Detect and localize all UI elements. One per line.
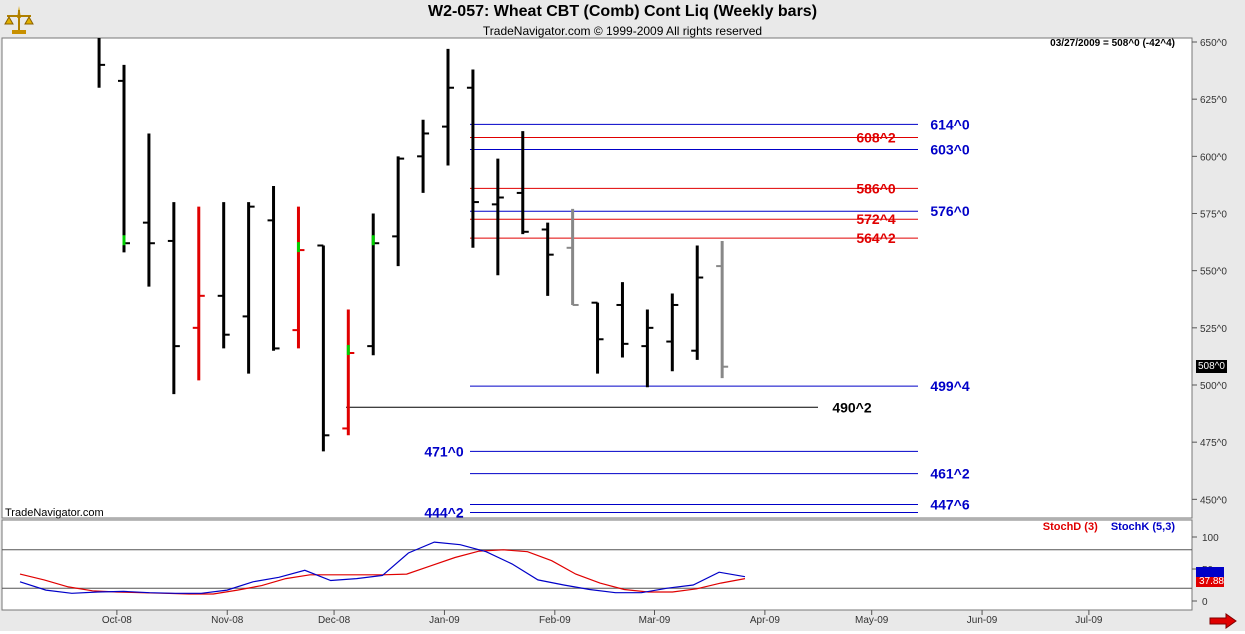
stoch-y-tick-label: 100 xyxy=(1202,533,1219,544)
y-tick-label: 550^0 xyxy=(1200,267,1227,278)
scroll-right-arrow-icon[interactable] xyxy=(1208,613,1238,634)
stochk-value xyxy=(1196,567,1224,577)
stoch-pane xyxy=(1,519,1193,611)
x-tick-label: Jan-09 xyxy=(429,615,460,626)
level-label: 586^0 xyxy=(856,180,896,196)
x-tick-label: Nov-08 xyxy=(211,615,244,626)
level-label: 444^2 xyxy=(424,504,464,520)
legend-stochk: StochK (5,3) xyxy=(1110,521,1175,533)
level-label: 499^4 xyxy=(930,378,970,394)
stoch-line-k xyxy=(19,541,746,594)
last-price-label: 508^0 xyxy=(1196,360,1227,373)
y-tick-label: 600^0 xyxy=(1200,152,1227,163)
level-label: 471^0 xyxy=(424,443,464,459)
y-tick-label: 475^0 xyxy=(1200,438,1227,449)
y-tick-label: 625^0 xyxy=(1200,95,1227,106)
x-tick-label: Jun-09 xyxy=(967,615,998,626)
x-tick-label: Oct-08 xyxy=(102,615,132,626)
level-label: 572^4 xyxy=(856,211,896,227)
price-pane xyxy=(1,37,1193,519)
level-label: 614^0 xyxy=(930,116,970,132)
chart-subtitle: TradeNavigator.com © 1999-2009 All right… xyxy=(482,24,763,38)
y-tick-label: 500^0 xyxy=(1200,381,1227,392)
x-tick-label: Dec-08 xyxy=(318,615,351,626)
level-label: 447^6 xyxy=(930,496,970,512)
stoch-legend: StochD (3) StochK (5,3) xyxy=(1043,521,1175,533)
level-label: 564^2 xyxy=(856,230,896,246)
level-label: 608^2 xyxy=(856,129,896,145)
stoch-value-box: 37.88 xyxy=(1196,567,1224,587)
stoch-y-tick-label: 0 xyxy=(1202,597,1208,608)
chart-title: W2-057: Wheat CBT (Comb) Cont Liq (Weekl… xyxy=(427,3,818,20)
scale-logo-icon xyxy=(4,4,34,36)
y-tick-label: 650^0 xyxy=(1200,38,1227,49)
price-readout: 03/27/2009 = 508^0 (-42^4) xyxy=(1050,38,1175,49)
level-label: 461^2 xyxy=(930,466,970,482)
x-tick-label: Apr-09 xyxy=(750,615,780,626)
y-tick-label: 450^0 xyxy=(1200,495,1227,506)
x-tick-label: May-09 xyxy=(855,615,889,626)
x-tick-label: Feb-09 xyxy=(539,615,571,626)
y-tick-label: 575^0 xyxy=(1200,210,1227,221)
x-tick-label: Jul-09 xyxy=(1075,615,1103,626)
level-label: 490^2 xyxy=(832,399,872,415)
x-tick-label: Mar-09 xyxy=(639,615,671,626)
legend-stochd: StochD (3) xyxy=(1042,521,1098,533)
level-label: 576^0 xyxy=(930,203,970,219)
watermark: TradeNavigator.com xyxy=(5,507,104,519)
level-label: 603^0 xyxy=(930,141,970,157)
stochd-value: 37.88 xyxy=(1196,577,1224,587)
y-tick-label: 525^0 xyxy=(1200,324,1227,335)
